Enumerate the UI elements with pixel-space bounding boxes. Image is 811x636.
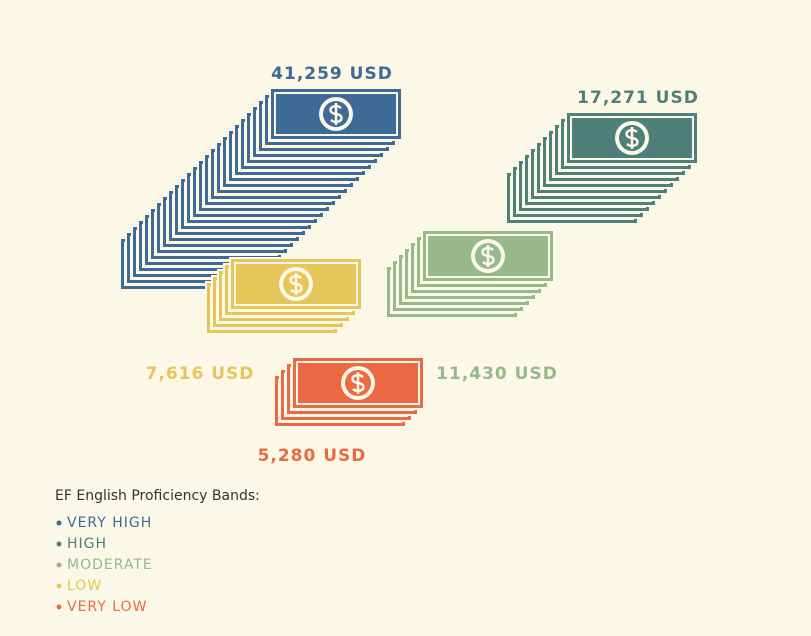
legend-bullet bbox=[56, 520, 62, 526]
dollar-sign bbox=[625, 127, 639, 149]
dollar-sign bbox=[351, 372, 365, 394]
bill-border bbox=[570, 116, 694, 160]
bill-border bbox=[274, 92, 398, 136]
legend-label: VERY LOW bbox=[67, 599, 147, 615]
legend-label: MODERATE bbox=[67, 557, 153, 573]
dollar-sign bbox=[481, 245, 495, 267]
dollar-sign bbox=[289, 273, 303, 295]
bill-border bbox=[234, 262, 358, 306]
legend-bullet bbox=[56, 541, 62, 547]
bill-border bbox=[296, 361, 420, 405]
legend-label: HIGH bbox=[67, 536, 107, 552]
bill-stack bbox=[505, 111, 699, 225]
legend-bullet bbox=[56, 562, 62, 568]
legend-bullet bbox=[56, 583, 62, 589]
value-label: 11,430 USD bbox=[436, 364, 558, 384]
legend-label: VERY HIGH bbox=[67, 515, 152, 531]
legend-title: EF English Proficiency Bands: bbox=[55, 488, 260, 504]
bill-border bbox=[426, 234, 550, 278]
bill-stack bbox=[273, 356, 425, 428]
legend-label: LOW bbox=[67, 578, 102, 594]
dollar-sign bbox=[329, 103, 343, 125]
bill-stack bbox=[385, 229, 555, 319]
value-label: 7,616 USD bbox=[146, 364, 255, 384]
legend-bullet bbox=[56, 604, 62, 610]
bill-stack bbox=[205, 257, 363, 335]
value-label: 41,259 USD bbox=[271, 64, 393, 84]
value-label: 5,280 USD bbox=[258, 446, 367, 466]
value-label: 17,271 USD bbox=[577, 88, 699, 108]
